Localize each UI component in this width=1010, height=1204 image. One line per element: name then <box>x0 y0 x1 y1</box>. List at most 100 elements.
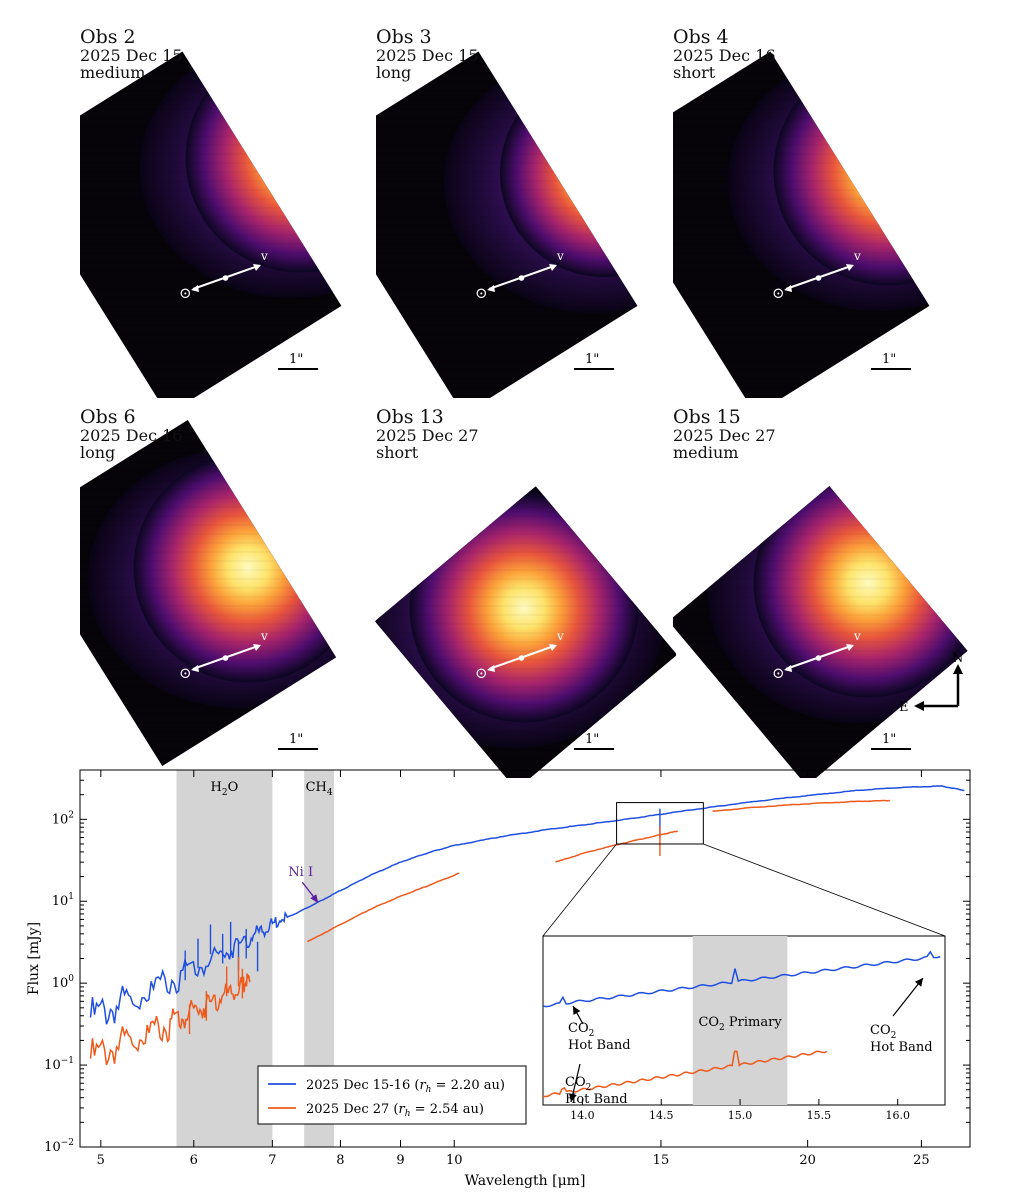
inset-x-tick-label: 16.0 <box>885 1109 910 1122</box>
spectrum-chart: H2O CH4 5 6 7 8 9 10 15 20 25 10−2 10−1 100 101 102 Wave… <box>0 760 1010 1204</box>
panel-obs: Obs 3 <box>376 26 432 48</box>
series-line <box>555 830 679 863</box>
sun-symbol: ⊙ <box>772 664 785 682</box>
panel-mode: long <box>80 443 116 462</box>
panel-obs: Obs 6 <box>80 406 136 428</box>
velocity-label: v <box>260 249 268 263</box>
panel-label: Obs 15 2025 Dec 27 medium <box>673 408 776 461</box>
panel-obs15: ⊙ v 1" Obs 15 2025 Dec 27 medium <box>673 408 973 778</box>
detector-image <box>80 419 337 767</box>
scale-label: 1" <box>585 732 599 747</box>
scale-label: 1" <box>882 352 896 367</box>
panel-date: 2025 Dec 27 <box>376 426 479 445</box>
legend-entry: 2025 Dec 15-16 (rh = 2.20 au) <box>306 1078 505 1095</box>
inset-band <box>692 936 788 1105</box>
east-label: E <box>899 700 909 715</box>
band-label: H2O <box>211 780 239 798</box>
zoom-box <box>616 802 704 845</box>
panel-obs: Obs 15 <box>673 406 741 428</box>
legend-box <box>257 1065 527 1125</box>
series-line <box>712 799 891 813</box>
panel-obs: Obs 13 <box>376 406 444 428</box>
legend-entry: 2025 Dec 27 (rh = 2.54 au) <box>306 1102 484 1119</box>
series-line <box>307 872 460 943</box>
panel-label: Obs 6 2025 Dec 16 long <box>80 408 183 461</box>
panel-obs: Obs 2 <box>80 26 136 48</box>
inset-series-line <box>542 950 941 1008</box>
panel-obs2: ⊙ v 1" Obs 2 2025 Dec 15 medium <box>80 28 380 398</box>
absorption-band <box>176 770 273 1147</box>
panel-date: 2025 Dec 15 <box>80 46 183 65</box>
inset-x-tick-label: 15.5 <box>807 1109 832 1122</box>
sun-symbol: ⊙ <box>772 284 785 302</box>
velocity-label: v <box>556 629 564 643</box>
detector-image <box>673 486 968 778</box>
band-label: CH4 <box>306 780 333 798</box>
y-tick-label: 10−1 <box>44 1056 74 1073</box>
y-axis-label: Flux [mJy] <box>26 922 42 995</box>
scale-label: 1" <box>882 732 896 747</box>
co2-label: CO2 <box>870 1023 896 1041</box>
north-label: N <box>952 651 963 666</box>
hot-band-label: Hot Band <box>870 1040 933 1055</box>
nickel-label: Ni I <box>288 865 313 880</box>
x-tick-label: 15 <box>653 1153 670 1168</box>
x-tick-label: 20 <box>799 1153 816 1168</box>
inset-x-tick-label: 14.5 <box>649 1109 674 1122</box>
panel-obs3: ⊙ v 1" Obs 3 2025 Dec 15 long <box>376 28 676 398</box>
zoom-connector <box>703 843 946 937</box>
velocity-label: v <box>260 629 268 643</box>
panel-mode: short <box>673 63 716 82</box>
panel-obs4: ⊙ v 1" Obs 4 2025 Dec 16 short <box>673 28 973 398</box>
panel-mode: medium <box>80 63 146 82</box>
x-tick-label: 10 <box>446 1153 463 1168</box>
zoom-connector <box>542 843 617 937</box>
x-axis-label: Wavelength [μm] <box>465 1173 586 1189</box>
scale-label: 1" <box>585 352 599 367</box>
sun-symbol: ⊙ <box>475 664 488 682</box>
inset-x-tick-label: 15.0 <box>728 1109 753 1122</box>
x-tick-label: 5 <box>97 1153 105 1168</box>
panel-obs13: ⊙ v 1" Obs 13 2025 Dec 27 short <box>374 408 676 778</box>
sun-symbol: ⊙ <box>475 284 488 302</box>
compass-rose: N E <box>895 650 975 720</box>
panel-label: Obs 2 2025 Dec 15 medium <box>80 28 183 81</box>
panel-mode: long <box>376 63 412 82</box>
panel-mode: medium <box>673 443 739 462</box>
detector-image <box>673 51 930 398</box>
x-tick-label: 9 <box>396 1153 404 1168</box>
sun-symbol: ⊙ <box>179 664 192 682</box>
panel-date: 2025 Dec 15 <box>376 46 479 65</box>
scale-label: 1" <box>289 352 303 367</box>
inset-x-tick-label: 14.0 <box>570 1109 595 1122</box>
x-tick-label: 7 <box>268 1153 276 1168</box>
panel-mode: short <box>376 443 419 462</box>
co2-label: CO2 <box>568 1021 594 1039</box>
annotation-arrow <box>892 977 924 1017</box>
y-tick-label: 100 <box>52 974 75 991</box>
velocity-label: v <box>556 249 564 263</box>
scale-label: 1" <box>289 732 303 747</box>
velocity-label: v <box>853 629 861 643</box>
panel-obs: Obs 4 <box>673 26 729 48</box>
y-tick-label: 10−2 <box>44 1138 74 1155</box>
y-tick-label: 102 <box>52 810 74 827</box>
panel-obs6: ⊙ v 1" Obs 6 2025 Dec 16 long <box>80 408 380 778</box>
detector-image <box>374 486 676 778</box>
series-line <box>89 785 965 1025</box>
panel-date: 2025 Dec 16 <box>673 46 776 65</box>
hot-band-label: Hot Band <box>565 1092 628 1107</box>
x-tick-label: 6 <box>190 1153 198 1168</box>
panel-date: 2025 Dec 27 <box>673 426 776 445</box>
panel-date: 2025 Dec 16 <box>80 426 183 445</box>
inset-series-line <box>542 1050 828 1098</box>
panel-label: Obs 13 2025 Dec 27 short <box>376 408 479 461</box>
velocity-label: v <box>853 249 861 263</box>
x-tick-label: 8 <box>336 1153 344 1168</box>
hot-band-label: Hot Band <box>568 1038 631 1053</box>
x-tick-label: 25 <box>913 1153 930 1168</box>
sun-symbol: ⊙ <box>179 284 192 302</box>
inset-band-label: CO2 Primary <box>698 1015 782 1033</box>
panel-label: Obs 3 2025 Dec 15 long <box>376 28 479 81</box>
y-tick-label: 101 <box>52 892 74 909</box>
